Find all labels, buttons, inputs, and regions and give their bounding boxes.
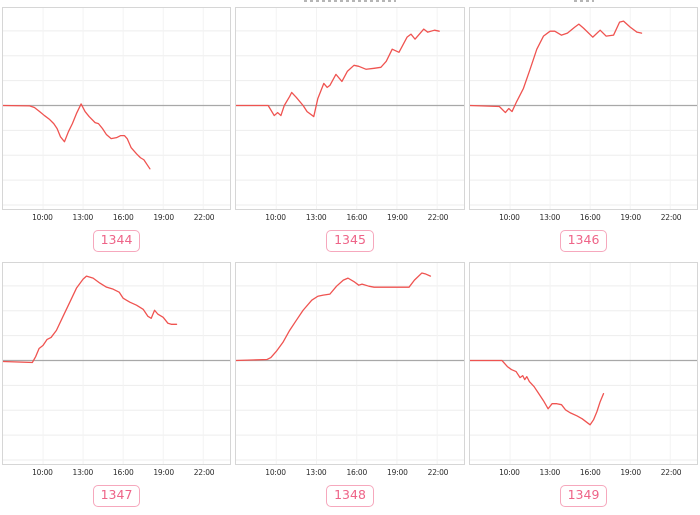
- price-series-line: [236, 28, 440, 118]
- x-tick-label: 19:00: [620, 213, 641, 222]
- x-tick-label: 13:00: [305, 213, 327, 222]
- x-tick-label: 16:00: [579, 468, 601, 477]
- chart-id-badge-1344[interactable]: 1344: [92, 230, 141, 252]
- chart-grid-row-1: 10:00 13:00 16:00 19:00 22:00 1344 10:00 13:0…: [0, 0, 700, 255]
- x-axis-1345: 10:00 13:00 16:00 19:00 22:00: [235, 210, 465, 228]
- x-tick-label: 10:00: [499, 213, 520, 222]
- x-axis-1347: 10:00 13:00 16:00 19:00 22:00: [2, 465, 231, 483]
- x-tick-label: 22:00: [193, 468, 215, 477]
- line-chart-svg: [236, 263, 464, 464]
- badge-row: 1346: [469, 228, 698, 260]
- chart-plot-1345: [235, 7, 465, 210]
- price-series-line: [3, 275, 178, 364]
- x-tick-label: 10:00: [32, 213, 53, 222]
- x-tick-label: 10:00: [32, 468, 53, 477]
- x-tick-label: 16:00: [346, 213, 368, 222]
- x-tick-label: 19:00: [387, 468, 408, 477]
- x-tick-label: 16:00: [346, 468, 368, 477]
- line-chart-svg: [3, 8, 230, 209]
- chart-cell-1348: 10:00 13:00 16:00 19:00 22:00 1348: [233, 255, 467, 511]
- x-tick-label: 16:00: [112, 468, 134, 477]
- x-tick-label: 22:00: [193, 213, 215, 222]
- badge-row: 1344: [2, 228, 231, 260]
- x-tick-label: 16:00: [112, 213, 134, 222]
- chart-id-badge-1348[interactable]: 1348: [326, 485, 374, 507]
- chart-plot-1347: [2, 262, 231, 465]
- x-tick-label: 19:00: [620, 468, 641, 477]
- x-axis-1349: 10:00 13:00 16:00 19:00 22:00: [469, 465, 698, 483]
- x-tick-label: 19:00: [153, 213, 174, 222]
- chart-plot-1346: [469, 7, 698, 210]
- price-series-line: [3, 103, 151, 170]
- x-tick-label: 22:00: [660, 213, 682, 222]
- x-tick-label: 13:00: [539, 213, 561, 222]
- x-tick-label: 22:00: [427, 468, 449, 477]
- line-chart-svg: [3, 263, 230, 464]
- chart-id-badge-1345[interactable]: 1345: [326, 230, 374, 252]
- x-tick-label: 16:00: [579, 213, 601, 222]
- chart-cell-1344: 10:00 13:00 16:00 19:00 22:00 1344: [0, 0, 233, 255]
- line-chart-svg: [470, 8, 697, 209]
- badge-row: 1348: [235, 483, 465, 515]
- x-tick-label: 13:00: [305, 468, 327, 477]
- price-series-line: [470, 20, 643, 114]
- chart-cell-1346: 10:00 13:00 16:00 19:00 22:00 1346: [467, 0, 700, 255]
- price-series-line: [236, 272, 432, 362]
- chart-id-badge-1347[interactable]: 1347: [92, 485, 141, 507]
- x-tick-label: 10:00: [265, 213, 286, 222]
- x-tick-label: 10:00: [499, 468, 520, 477]
- clipped-chart-title: [304, 0, 396, 2]
- x-tick-label: 19:00: [387, 213, 408, 222]
- badge-row: 1345: [235, 228, 465, 260]
- x-tick-label: 19:00: [153, 468, 174, 477]
- chart-grid-row-2: 10:00 13:00 16:00 19:00 22:00 1347 10:00 13:0…: [0, 255, 700, 511]
- clipped-chart-title: [573, 0, 594, 2]
- chart-cell-1347: 10:00 13:00 16:00 19:00 22:00 1347: [0, 255, 233, 511]
- chart-cell-1345: 10:00 13:00 16:00 19:00 22:00 1345: [233, 0, 467, 255]
- x-tick-label: 22:00: [427, 213, 449, 222]
- x-axis-1344: 10:00 13:00 16:00 19:00 22:00: [2, 210, 231, 228]
- chart-id-badge-1349[interactable]: 1349: [559, 485, 608, 507]
- chart-plot-1349: [469, 262, 698, 465]
- line-chart-svg: [470, 263, 697, 464]
- chart-plot-1348: [235, 262, 465, 465]
- chart-id-badge-1346[interactable]: 1346: [559, 230, 608, 252]
- x-axis-1348: 10:00 13:00 16:00 19:00 22:00: [235, 465, 465, 483]
- badge-row: 1347: [2, 483, 231, 515]
- price-series-line: [470, 359, 605, 426]
- x-tick-label: 22:00: [660, 468, 682, 477]
- x-tick-label: 13:00: [539, 468, 561, 477]
- chart-cell-1349: 10:00 13:00 16:00 19:00 22:00 1349: [467, 255, 700, 511]
- line-chart-svg: [236, 8, 464, 209]
- x-tick-label: 13:00: [72, 468, 94, 477]
- badge-row: 1349: [469, 483, 698, 515]
- x-tick-label: 13:00: [72, 213, 94, 222]
- x-tick-label: 10:00: [265, 468, 286, 477]
- x-axis-1346: 10:00 13:00 16:00 19:00 22:00: [469, 210, 698, 228]
- chart-plot-1344: [2, 7, 231, 210]
